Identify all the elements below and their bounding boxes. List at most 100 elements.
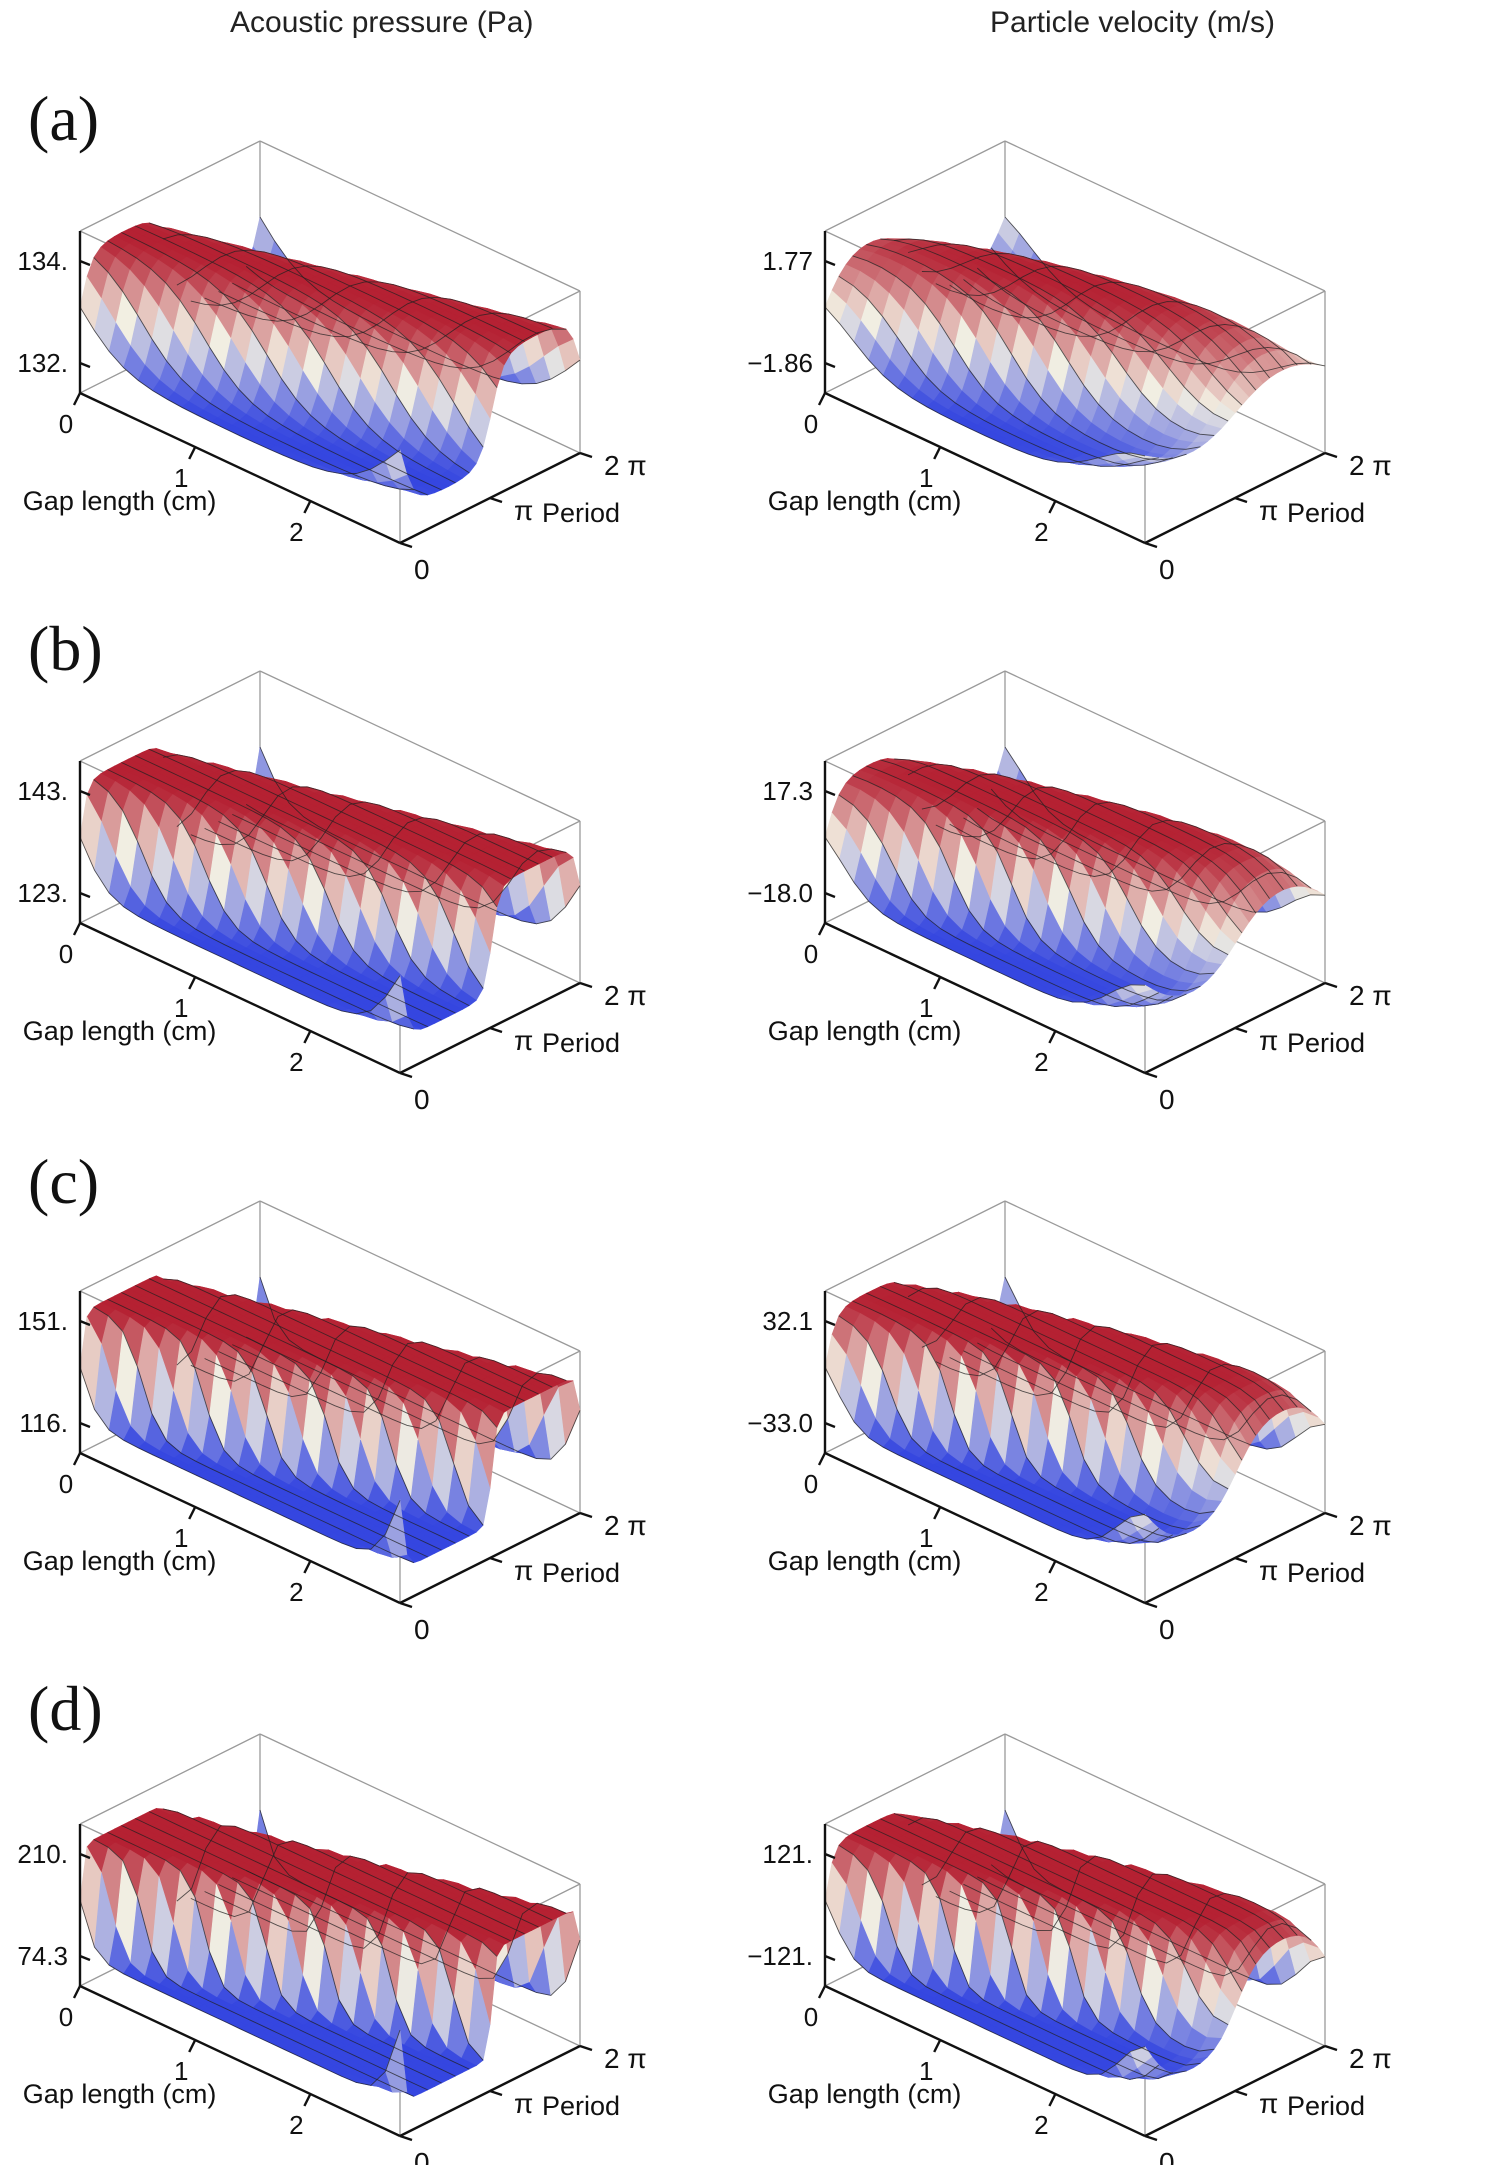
mesh-line [232,813,553,893]
bounding-box-edge [824,140,1006,232]
bounding-box-edge [259,140,581,292]
mesh-line [79,306,401,475]
mesh-line [245,266,567,369]
mesh-line [963,817,1284,890]
x-tick-label: 2 [1034,1577,1048,1607]
mesh-line [121,232,442,491]
mesh-line [866,244,1187,461]
x-axis-label: Gap length (cm) [23,1546,217,1576]
mesh-line [880,1818,1201,2066]
mesh-line [93,1839,414,2097]
x-tick-label: 0 [59,939,73,969]
mesh-line [218,1341,539,1413]
mesh-line [135,1818,456,2077]
y-axis-label: Period [542,1028,620,1058]
x-axis-line [79,1984,401,2138]
bounding-box-edge [824,1200,1006,1292]
mesh-line [894,758,1215,975]
mesh-line [949,1855,1270,1949]
mesh-line [149,748,470,1006]
mesh-line [1004,1809,1326,1985]
y-tick-label: π [1259,1025,1278,1056]
mesh-line [163,1278,484,1526]
y-tick-label: π [514,2088,533,2119]
mesh-line [107,1831,428,2091]
x-axis-label: Gap length (cm) [768,1546,962,1576]
mesh-line [907,1817,1229,2025]
mesh-line [852,1832,1173,2080]
y-tick-label: 2 π [604,1510,647,1541]
mesh-line [949,281,1270,379]
mesh-line [838,1315,1160,1544]
x-tick-label: 2 [289,2110,303,2140]
mesh-line [176,1294,498,1428]
y-tick-label: 2 π [1349,2043,1392,2074]
z-max-label: 143. [17,776,68,806]
y-tick-label: π [1259,1555,1278,1586]
mesh-line [921,253,1243,406]
mesh-line [93,779,414,1030]
mesh-line [176,1825,498,1957]
x-axis-label: Gap length (cm) [768,1016,962,1046]
z-max-label: 210. [17,1839,68,1869]
mesh-line [79,1366,401,1550]
mesh-line [1004,216,1326,374]
x-tick-label: 2 [289,517,303,547]
y-axis-label: Period [542,2091,620,2121]
bounding-box-edge [259,670,581,822]
y-tick-label: 2 π [604,980,647,1011]
bounding-box-edge [259,1733,581,1885]
mesh-line [232,282,553,354]
bounding-box-edge [1004,670,1326,822]
mesh-line [204,801,525,872]
y-tick-label: π [514,1025,533,1056]
x-axis-label: Gap length (cm) [768,486,962,516]
mesh-line [990,247,1312,365]
bounding-box-edge [259,1200,581,1352]
mesh-line [907,763,1229,955]
mesh-line [852,1300,1173,1543]
y-tick-label: 0 [414,1084,430,1115]
mesh-line [163,1808,484,2061]
mesh-line [135,1285,456,1544]
y-axis-label: Period [1287,2091,1365,2121]
y-tick-label: 0 [1159,1614,1175,1645]
x-tick-label: 2 [1034,2110,1048,2140]
mesh-line [824,1366,1146,1540]
y-tick-label: 0 [414,1614,430,1645]
mesh-line [977,1342,1298,1428]
x-tick-label: 2 [289,1047,303,1077]
z-max-label: 121. [762,1839,813,1869]
panel-label-d: (d) [28,1673,103,1744]
mesh-line [894,1813,1215,2052]
x-tick-label: 1 [174,1523,188,1553]
mesh-line [259,746,581,925]
z-max-label: 17.3 [762,776,813,806]
mesh-line [866,765,1187,1001]
x-tick-label: 1 [919,993,933,1023]
x-axis-line [79,391,401,545]
x-tick-label: 0 [59,409,73,439]
mesh-line [935,1310,1257,1436]
mesh-line [190,1840,511,1942]
mesh-line [79,836,401,1015]
z-max-label: 151. [17,1306,68,1336]
mesh-line [93,257,414,491]
x-axis-label: Gap length (cm) [768,2079,962,2109]
mesh-line [232,1877,553,1965]
y-tick-label: 0 [1159,2147,1175,2165]
mesh-line [176,769,498,908]
x-axis-label: Gap length (cm) [23,2079,217,2109]
left-column-title: Acoustic pressure (Pa) [230,6,534,39]
mesh-line [245,804,567,909]
panel-label-a: (a) [28,83,100,154]
mesh-line [852,775,1173,1007]
mesh-line [949,1325,1270,1420]
x-axis-line [824,1984,1146,2138]
y-tick-label: 2 π [604,2043,647,2074]
z-max-label: 1.77 [762,246,813,276]
x-tick-label: 1 [174,2056,188,2086]
